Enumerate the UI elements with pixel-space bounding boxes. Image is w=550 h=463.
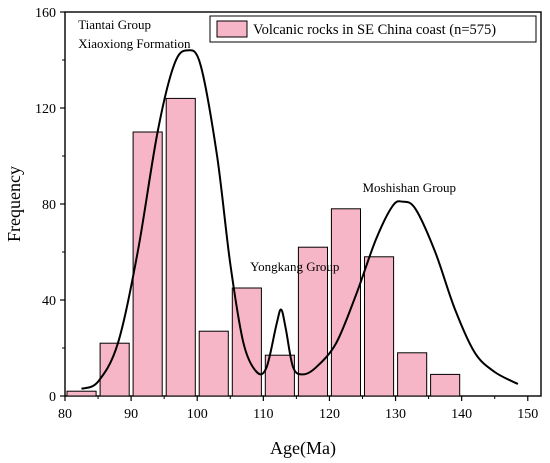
y-tick-label: 40 [42,294,56,309]
bar-4 [198,330,229,397]
y-tick-label: 80 [42,198,56,213]
bar-8 [330,208,361,397]
bar-0 [66,390,97,397]
x-axis-title: Age(Ma) [270,438,336,459]
bar-11 [430,373,461,397]
legend: Volcanic rocks in SE China coast (n=575) [209,15,537,43]
bar-2 [132,131,163,397]
x-tick-label: 140 [451,407,472,422]
y-tick-label: 160 [35,6,56,21]
y-axis-title: Frequency [4,166,24,242]
x-tick-label: 100 [187,407,208,422]
y-tick-label: 120 [35,102,56,117]
x-tick-label: 130 [385,407,406,422]
annotation-2: Yongkang Group [250,259,339,274]
x-tick-label: 150 [517,407,538,422]
x-axis: 80 90 100 110 120 130 140 150 [58,396,538,422]
bars [66,97,461,397]
legend-swatch [216,20,248,38]
bar-10 [397,352,428,397]
annotations: Tiantai Group Xiaoxiong Formation Yongkang… [78,17,456,274]
annotation-3: Moshishan Group [363,180,457,195]
y-axis: 0 40 80 120 160 [35,6,65,405]
x-tick-label: 110 [253,407,273,422]
bar-6 [264,354,295,397]
fit-curve [81,49,519,390]
bar-3 [165,97,196,397]
bar-9 [364,256,395,397]
legend-label: Volcanic rocks in SE China coast (n=575) [253,22,496,38]
legend-box [209,15,537,43]
x-tick-label: 80 [58,407,72,422]
x-tick-label: 90 [124,407,138,422]
x-tick-label: 120 [319,407,340,422]
annotation-1: Xiaoxiong Formation [78,36,191,51]
annotation-0: Tiantai Group [78,17,151,32]
y-tick-label: 0 [49,390,56,405]
